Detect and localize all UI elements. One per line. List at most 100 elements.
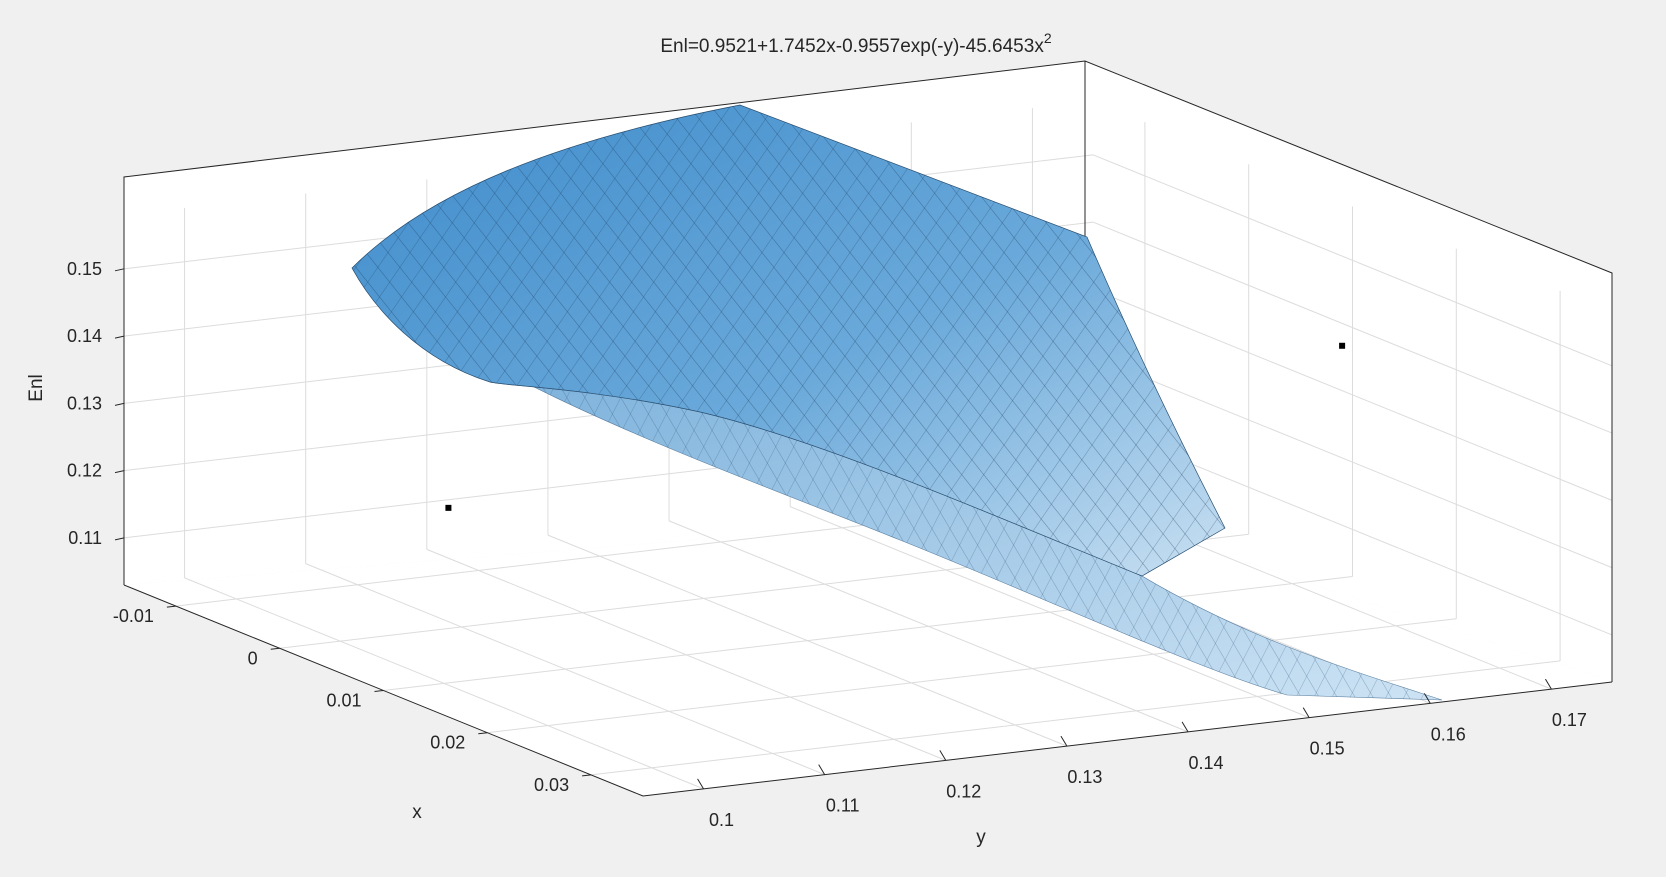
- grid-line-y: [184, 577, 704, 790]
- x-tick-label: 0: [248, 648, 258, 668]
- y-tick-label: 0.12: [946, 781, 981, 801]
- mesh-line: [0, 250, 120, 760]
- data-point: [1339, 342, 1346, 349]
- y-tick-label: 0.1: [709, 810, 734, 830]
- mesh-line: [717, 105, 1225, 576]
- mesh-line: [0, 60, 24, 760]
- mesh-line: [0, 250, 12, 760]
- mesh-line: [0, 60, 14, 760]
- z-tick-label: 0.11: [68, 528, 102, 548]
- grid-line-x: [383, 576, 1353, 691]
- grid-line-y: [305, 563, 825, 776]
- mesh-line: [875, 105, 1225, 576]
- x-tick-label: 0.01: [326, 691, 361, 711]
- x-tick-mark: [582, 774, 592, 777]
- floor-plane: [124, 509, 1612, 796]
- x-tick-label: -0.01: [113, 606, 154, 626]
- mesh-line: [0, 60, 36, 760]
- chart-title-superscript: 2: [1044, 30, 1052, 46]
- y-tick-label: 0.14: [1189, 753, 1224, 773]
- mesh-line: [0, 60, 68, 760]
- z-tick-mark: [114, 402, 125, 406]
- mesh-line: [1632, 250, 1666, 760]
- mesh-line: [0, 250, 6, 760]
- grid-line-y: [668, 520, 1189, 733]
- mesh-line: [0, 60, 124, 760]
- y-axis-line: [642, 681, 1613, 797]
- z-tick-mark: [114, 335, 125, 339]
- mesh-line: [919, 105, 1225, 576]
- z-axis-label: Enl: [26, 374, 47, 401]
- axis-ticks: 0.11 0.12 0.13 0.14 0.15 -0.01 0 0.01 0.02 0.03 0.…: [67, 259, 1587, 830]
- mesh-line: [0, 60, 46, 760]
- mesh-line: [1614, 250, 1666, 760]
- mesh-line: [585, 105, 1147, 576]
- grid-line-x: [487, 618, 1457, 734]
- x-axis-label: x: [412, 802, 422, 823]
- mesh-line: [673, 105, 1225, 576]
- y-tick-mark: [1060, 735, 1068, 747]
- mesh-line: [0, 250, 30, 760]
- mesh-line: [0, 250, 24, 760]
- mesh-line: [1650, 250, 1666, 760]
- x-tick-label: 0.02: [430, 733, 465, 753]
- mesh-line: [739, 105, 1225, 576]
- y-tick-mark: [1423, 693, 1431, 704]
- mesh-line: [831, 105, 1225, 576]
- y-tick-mark: [818, 764, 826, 775]
- x-tick-mark: [374, 690, 384, 692]
- surface-top: [351, 104, 1226, 577]
- mesh-line: [607, 105, 1169, 576]
- mesh-line: [853, 105, 1225, 576]
- z-tick-label: 0.15: [67, 259, 102, 279]
- mesh-line: [651, 105, 1213, 576]
- x-tick-mark: [166, 605, 176, 608]
- mesh-line: [1624, 250, 1666, 760]
- y-tick-mark: [1302, 707, 1310, 718]
- mesh-line: [827, 105, 1225, 576]
- mesh-line: [1642, 250, 1666, 760]
- x-tick-label: 0.03: [534, 775, 569, 795]
- data-points: [445, 342, 1346, 511]
- mesh-line: [629, 105, 1191, 576]
- y-tick-mark: [939, 750, 947, 761]
- data-point: [445, 504, 452, 511]
- z-tick-label: 0.14: [67, 326, 102, 346]
- y-tick-label: 0.13: [1067, 767, 1102, 787]
- y-tick-label: 0.15: [1310, 739, 1345, 759]
- mesh-line: [0, 250, 60, 760]
- mesh-line: [519, 105, 1081, 576]
- chart-title: Enl=0.9521+1.7452x-0.9557exp(-y)-45.6453…: [660, 30, 1051, 57]
- z-tick-label: 0.12: [67, 461, 102, 481]
- z-tick-mark: [114, 268, 125, 272]
- mesh-line: [761, 105, 1225, 576]
- z-tick-label: 0.13: [67, 393, 102, 413]
- mesh-line: [1620, 60, 1666, 760]
- mesh-line: [0, 250, 66, 760]
- mesh-line: [453, 105, 1015, 576]
- mesh-line: [0, 60, 58, 760]
- y-axis-label: y: [976, 827, 986, 848]
- mesh-line: [897, 105, 1225, 576]
- mesh-line: [431, 105, 993, 576]
- x-tick-mark: [478, 732, 488, 735]
- grid-line-x: [591, 660, 1561, 776]
- y-tick-mark: [1545, 678, 1552, 690]
- mesh-line: [497, 105, 1059, 576]
- mesh-line: [695, 105, 1225, 576]
- mesh-line: [457, 105, 939, 576]
- y-tick-mark: [1181, 721, 1189, 733]
- mesh-line: [352, 105, 587, 576]
- grid-line-y: [426, 548, 947, 761]
- y-tick-label: 0.16: [1431, 724, 1466, 744]
- chart-title-main: Enl=0.9521+1.7452x-0.9557exp(-y)-45.6453…: [660, 36, 1044, 57]
- mesh-line: [0, 60, 2, 760]
- surface: [0, 60, 1666, 760]
- z-tick-mark: [114, 537, 125, 541]
- mesh-line: [475, 105, 1037, 576]
- y-tick-label: 0.17: [1552, 710, 1587, 730]
- mesh-line: [0, 250, 48, 760]
- mesh-line: [523, 105, 1005, 576]
- x-tick-mark: [270, 647, 280, 650]
